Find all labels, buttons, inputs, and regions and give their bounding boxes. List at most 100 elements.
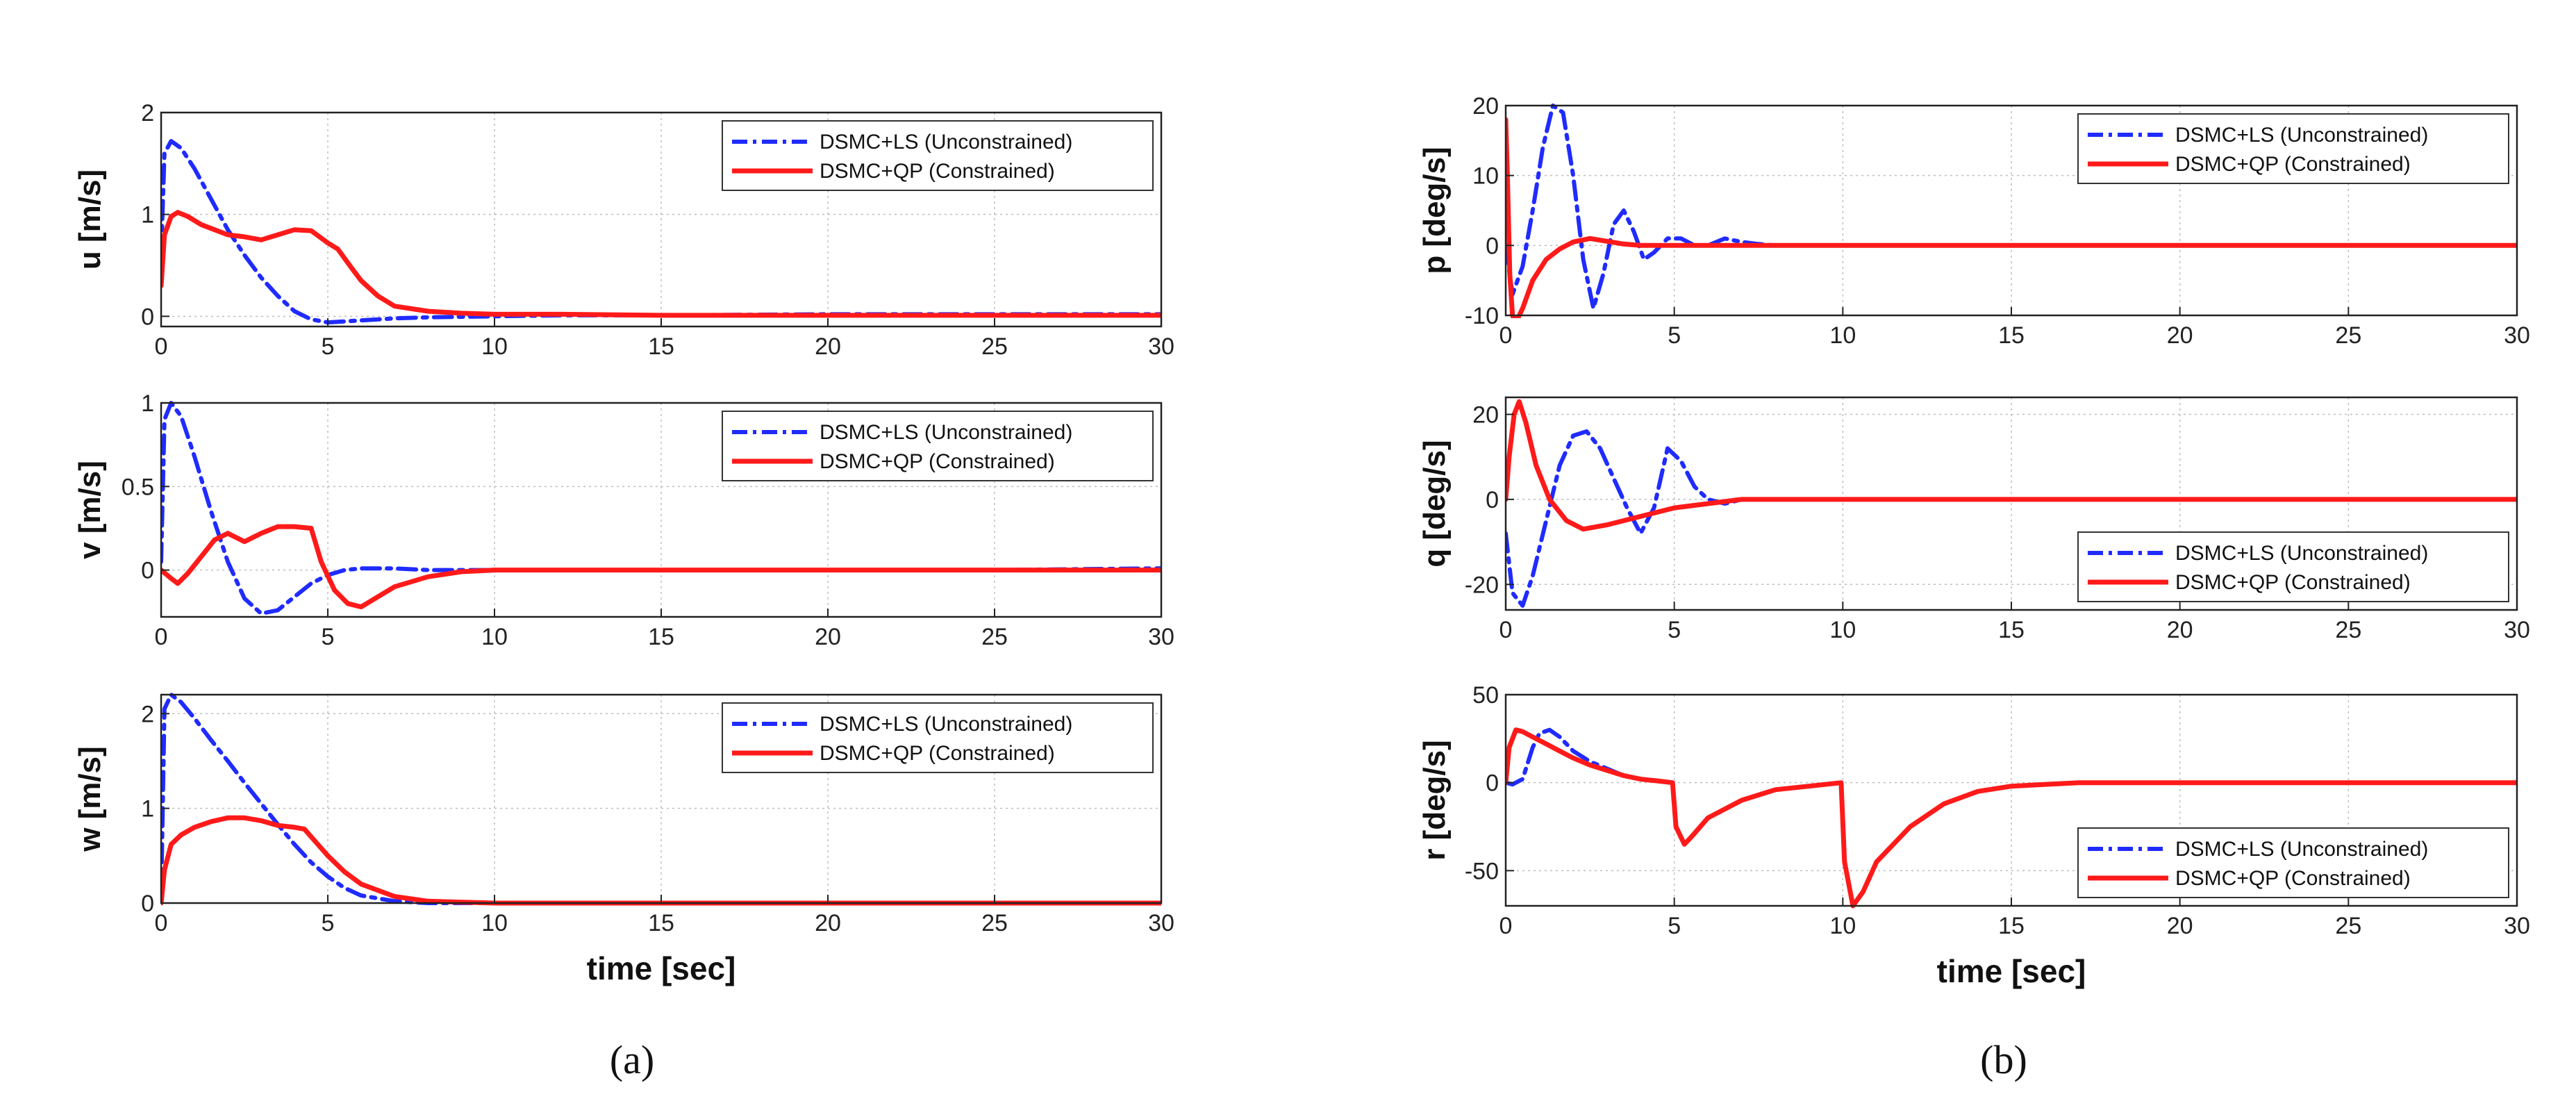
x-tick-label: 15 [648,910,674,936]
x-tick-label: 20 [815,624,841,650]
x-tick-label: 0 [1499,617,1513,643]
x-tick-label: 5 [1668,617,1681,643]
y-tick-label: 0 [141,558,154,584]
y-axis-label: u [m/s] [73,169,107,270]
legend-entry-unconstrained: DSMC+LS (Unconstrained) [820,421,1072,444]
x-tick-label: 10 [1829,913,1856,939]
series-line-p-constrained [1506,117,2517,318]
legend-entry-constrained: DSMC+QP (Constrained) [820,450,1055,473]
y-axis-label: v [m/s] [73,461,107,559]
x-tick-label: 5 [322,624,335,650]
legend: DSMC+LS (Unconstrained) DSMC+QP (Constrai… [722,120,1154,191]
x-tick-label: 25 [981,333,1008,360]
x-tick-label: 30 [1148,624,1174,650]
legend-entry-constrained: DSMC+QP (Constrained) [2175,867,2411,890]
y-tick-label: 1 [141,390,154,417]
legend-box [2077,113,2509,184]
x-tick-label: 30 [2504,913,2530,939]
x-axis-label: time [sec] [1937,953,2086,989]
x-tick-label: 30 [2504,617,2530,643]
x-tick-label: 0 [155,333,168,360]
subplot-r: 0 5 10 15 20 25 30 -50 0 50 r [deg/s] time [sec] DSM… [1418,682,2530,989]
x-tick-label: 5 [322,910,335,936]
x-tick-label: 15 [1998,617,2025,643]
y-axis-label: q [deg/s] [1418,440,1452,567]
x-tick-label: 25 [2335,322,2361,349]
legend-entry-constrained: DSMC+QP (Constrained) [2175,571,2411,594]
legend-entry-constrained: DSMC+QP (Constrained) [820,160,1055,183]
x-tick-label: 0 [1499,913,1513,939]
legend-entry-unconstrained: DSMC+LS (Unconstrained) [820,713,1072,736]
y-tick-label: 0.5 [122,474,154,500]
y-tick-label: 1 [141,202,154,229]
legend-box [722,411,1154,481]
x-tick-label: 25 [2335,913,2361,939]
x-tick-label: 0 [155,910,168,936]
y-tick-label: 0 [1486,233,1499,259]
x-tick-label: 20 [815,910,841,936]
x-axis-label: time [sec] [587,950,736,986]
x-tick-label: 30 [2504,322,2530,349]
y-tick-label: -50 [1465,858,1499,884]
x-tick-label: 15 [1998,913,2025,939]
y-tick-label: -10 [1465,303,1499,329]
x-tick-label: 25 [981,624,1008,650]
legend-box [2077,531,2509,602]
legend-entry-constrained: DSMC+QP (Constrained) [820,742,1055,765]
x-tick-label: 15 [648,333,674,360]
x-tick-label: 25 [2335,617,2361,643]
legend-box [2077,827,2509,898]
legend-entry-unconstrained: DSMC+LS (Unconstrained) [2175,542,2428,565]
x-tick-label: 10 [481,910,508,936]
series-line-v-constrained [161,524,1161,610]
y-tick-label: 0 [141,891,154,917]
legend-box [722,120,1154,191]
x-tick-label: 30 [1148,333,1174,360]
x-tick-label: 30 [1148,910,1174,936]
subplot-v: 0 5 10 15 20 25 30 0 0.5 1 v [m/s] DSMC+LS (Unconst… [73,390,1174,650]
series-line-r-constrained [1506,727,2517,909]
x-tick-label: 0 [155,624,168,650]
x-tick-label: 10 [481,624,508,650]
x-tick-label: 10 [1829,322,1856,349]
y-tick-label: 10 [1472,163,1499,190]
y-tick-label: 0 [141,304,154,330]
legend-entry-unconstrained: DSMC+LS (Unconstrained) [820,131,1072,154]
y-tick-label: 0 [1486,487,1499,513]
y-tick-label: 2 [141,100,154,126]
series-line-u-constrained [161,210,1161,318]
x-tick-label: 20 [2167,913,2193,939]
subplot-u: 0 5 10 15 20 25 30 0 1 2 u [m/s] DSMC+LS (Unconstra… [73,100,1174,360]
x-tick-label: 15 [648,624,674,650]
x-tick-label: 15 [1998,322,2025,349]
legend: DSMC+LS (Unconstrained) DSMC+QP (Constrai… [2077,531,2509,602]
legend: DSMC+LS (Unconstrained) DSMC+QP (Constrai… [722,702,1154,773]
legend-entry-constrained: DSMC+QP (Constrained) [2175,153,2411,176]
series-line-q-constrained [1506,399,2517,532]
legend: DSMC+LS (Unconstrained) DSMC+QP (Constrai… [2077,827,2509,898]
x-tick-label: 0 [1499,322,1513,349]
legend-entry-unconstrained: DSMC+LS (Unconstrained) [2175,838,2428,861]
y-tick-label: 0 [1486,770,1499,797]
x-tick-label: 25 [981,910,1008,936]
x-tick-label: 20 [2167,322,2193,349]
y-tick-label: 50 [1472,682,1499,709]
x-tick-label: 20 [2167,617,2193,643]
y-tick-label: 2 [141,701,154,727]
legend-entry-unconstrained: DSMC+LS (Unconstrained) [2175,124,2428,147]
subplot-w: 0 5 10 15 20 25 30 0 1 2 w [m/s] time [sec] DSMC+LS … [73,693,1174,986]
y-axis-label: w [m/s] [73,746,107,852]
x-tick-label: 5 [322,333,335,360]
y-axis-label: r [deg/s] [1418,740,1452,861]
x-tick-label: 5 [1668,322,1681,349]
x-tick-label: 20 [815,333,841,360]
x-tick-label: 5 [1668,913,1681,939]
panel-label-b: (b) [1980,1037,2027,1082]
legend-box [722,702,1154,773]
x-tick-label: 10 [1829,617,1856,643]
x-tick-label: 10 [481,333,508,360]
y-tick-label: 20 [1472,402,1499,428]
